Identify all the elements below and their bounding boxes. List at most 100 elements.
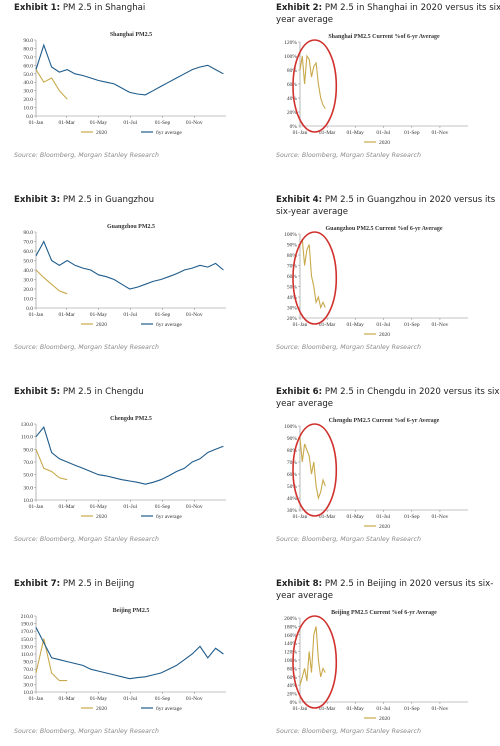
source-note: Source: Bloomberg, Morgan Stanley Resear… [276, 536, 421, 543]
y-tick-label: 90% [287, 436, 298, 442]
legend-label: 6yr average [156, 130, 182, 136]
exhibit-label: Exhibit 1: [14, 3, 61, 13]
chart-title: Shanghai PM2.5 Current %of 6-yr Average [328, 34, 440, 40]
y-tick-label: 60% [287, 675, 298, 681]
exhibit-title: PM 2.5 in Shanghai in 2020 versus its si… [276, 3, 500, 25]
x-tick-label: 01-Jul [376, 514, 390, 520]
x-tick-label: 01-May [90, 696, 108, 702]
y-tick-label: 70% [287, 460, 298, 466]
exhibit-label: Exhibit 7: [14, 579, 61, 589]
x-tick-label: 01-Nov [432, 514, 449, 520]
legend-label: 6yr average [156, 514, 182, 520]
y-tick-label: 30% [287, 508, 298, 514]
source-note: Source: Bloomberg, Morgan Stanley Resear… [14, 344, 159, 351]
x-tick-label: 01-Sep [404, 322, 420, 328]
x-tick-label: 01-Mar [58, 120, 75, 126]
highlight-circle [292, 231, 338, 325]
exhibit-title: PM 2.5 in Beijing [62, 579, 135, 589]
y-tick-label: 70.0 [23, 240, 33, 246]
exhibit-label: Exhibit 3: [14, 195, 61, 205]
y-tick-label: 20% [287, 316, 298, 322]
y-tick-label: 20.0 [23, 97, 33, 103]
x-tick-label: 01-Jan [29, 504, 44, 510]
source-note: Source: Bloomberg, Morgan Stanley Resear… [276, 728, 421, 735]
highlight-circle [292, 423, 338, 517]
y-tick-label: 80% [287, 68, 298, 74]
exhibit-heading: Exhibit 7: PM 2.5 in Beijing [14, 578, 250, 604]
x-tick-label: 01-May [347, 706, 365, 712]
legend-label: 2020 [379, 716, 390, 722]
exhibit: Exhibit 5: PM 2.5 in Chengdu Chengdu PM2.… [14, 386, 250, 543]
y-tick-label: 0% [290, 124, 298, 130]
x-tick-label: 01-Sep [404, 706, 420, 712]
y-tick-label: 70.0 [23, 667, 33, 673]
y-tick-label: 30.0 [23, 278, 33, 284]
x-tick-label: 01-Nov [186, 120, 203, 126]
source-note: Source: Bloomberg, Morgan Stanley Resear… [14, 728, 159, 735]
y-tick-label: 50% [287, 484, 298, 490]
series-line [35, 449, 68, 481]
x-tick-label: 01-Jan [29, 312, 44, 318]
x-tick-label: 01-Nov [186, 504, 203, 510]
exhibit-heading: Exhibit 3: PM 2.5 in Guangzhou [14, 194, 250, 220]
exhibit: Exhibit 7: PM 2.5 in Beijing Beijing PM2.… [14, 578, 250, 735]
y-tick-label: 90.0 [23, 447, 33, 453]
y-tick-label: 70.0 [23, 460, 33, 466]
x-tick-label: 01-Mar [319, 322, 336, 328]
y-tick-label: 60.0 [23, 249, 33, 255]
y-tick-label: 10.0 [23, 297, 33, 303]
y-tick-label: 20.0 [23, 287, 33, 293]
x-tick-label: 01-Nov [432, 322, 449, 328]
series-line [299, 626, 326, 686]
legend-label: 6yr average [156, 322, 182, 328]
y-tick-label: 100% [284, 232, 297, 238]
x-tick-label: 01-Mar [319, 514, 336, 520]
y-tick-label: 110.0 [21, 435, 33, 441]
exhibit-heading: Exhibit 5: PM 2.5 in Chengdu [14, 386, 250, 412]
x-tick-label: 01-Nov [186, 696, 203, 702]
exhibit-heading: Exhibit 2: PM 2.5 in Shanghai in 2020 ve… [276, 2, 500, 28]
exhibit-heading: Exhibit 1: PM 2.5 in Shanghai [14, 2, 250, 28]
source-note: Source: Bloomberg, Morgan Stanley Resear… [276, 344, 421, 351]
x-tick-label: 01-Jan [29, 696, 44, 702]
y-tick-label: 30.0 [23, 682, 33, 688]
legend-label: 2020 [96, 514, 107, 520]
x-tick-label: 01-Mar [58, 312, 75, 318]
y-tick-label: 150.0 [21, 637, 34, 643]
exhibit-title: PM 2.5 in Chengdu in 2020 versus its six… [276, 387, 500, 409]
x-tick-label: 01-May [90, 312, 108, 318]
y-tick-label: 100% [284, 54, 297, 60]
chart: Guangzhou PM2.5 0.0 10.0 20.0 30.0 40.0 50.0 60… [23, 224, 226, 328]
y-tick-label: 80.0 [23, 230, 33, 236]
y-tick-label: 120% [284, 40, 297, 46]
y-tick-label: 30% [287, 306, 298, 312]
x-tick-label: 01-Nov [186, 312, 203, 318]
y-tick-label: 210.0 [21, 614, 34, 620]
source-note: Source: Bloomberg, Morgan Stanley Resear… [14, 536, 159, 543]
y-tick-label: 10.0 [23, 498, 33, 504]
legend-label: 2020 [379, 524, 390, 530]
series-line [35, 240, 224, 290]
y-tick-label: 0.0 [26, 114, 33, 120]
series-line [35, 43, 224, 96]
y-tick-label: 90.0 [23, 38, 33, 44]
y-tick-label: 0.0 [26, 306, 33, 312]
y-tick-label: 130.0 [21, 644, 34, 650]
exhibit: Exhibit 1: PM 2.5 in Shanghai Shanghai PM… [14, 2, 250, 159]
exhibit-title: PM 2.5 in Beijing in 2020 versus its six… [276, 579, 494, 601]
y-tick-label: 130.0 [21, 422, 34, 428]
exhibit-heading: Exhibit 8: PM 2.5 in Beijing in 2020 ver… [276, 578, 500, 604]
y-tick-label: 110.0 [21, 652, 33, 658]
exhibit-label: Exhibit 4: [276, 195, 323, 205]
series-line [35, 638, 68, 682]
y-tick-label: 20% [287, 110, 298, 116]
chart: Beijing PM2.5 Current %of 6-yr Average 0%… [284, 610, 468, 722]
x-tick-label: 01-Sep [155, 312, 171, 318]
exhibit-heading: Exhibit 6: PM 2.5 in Chengdu in 2020 ver… [276, 386, 500, 412]
legend-label: 2020 [96, 322, 107, 328]
exhibit-label: Exhibit 6: [276, 387, 323, 397]
exhibit: Exhibit 6: PM 2.5 in Chengdu in 2020 ver… [276, 386, 500, 543]
chart: Beijing PM2.5 10.0 30.050.0 70.090.0 110.0 13… [21, 608, 226, 712]
y-tick-label: 40% [287, 496, 298, 502]
